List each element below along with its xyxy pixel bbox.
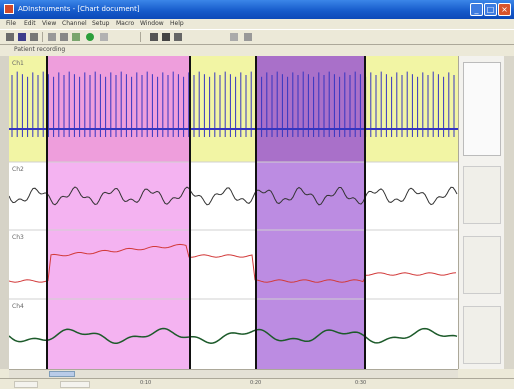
toolbar-separator bbox=[42, 32, 43, 42]
channel-2-trace bbox=[9, 186, 458, 206]
marker-icon[interactable] bbox=[162, 33, 170, 41]
app-icon bbox=[4, 4, 14, 14]
scrollbar-thumb[interactable] bbox=[49, 371, 75, 377]
menu-macro[interactable]: Macro bbox=[116, 20, 135, 27]
window-title: ADInstruments - [Chart document] bbox=[18, 5, 140, 13]
menu-help[interactable]: Help bbox=[170, 20, 184, 27]
status-bar: 0:10 0:20 0:30 bbox=[0, 378, 514, 389]
selection-marker-start-1[interactable] bbox=[46, 56, 48, 369]
channel-settings-panel bbox=[458, 56, 504, 369]
print-icon[interactable] bbox=[30, 33, 38, 41]
menu-view[interactable]: View bbox=[42, 20, 57, 27]
time-tick: 0:30 bbox=[355, 380, 367, 386]
paste-icon[interactable] bbox=[72, 33, 80, 41]
channel-3-label: Ch3 bbox=[12, 234, 24, 241]
menu-window[interactable]: Window bbox=[140, 20, 164, 27]
menu-file[interactable]: File bbox=[6, 20, 17, 27]
horizontal-scrollbar[interactable] bbox=[9, 369, 458, 378]
minimize-icon[interactable]: _ bbox=[470, 3, 483, 16]
recording-traces bbox=[9, 56, 458, 369]
zoom-icon[interactable] bbox=[150, 33, 158, 41]
channel-1-scale-box[interactable] bbox=[463, 62, 501, 156]
chart-plot-area[interactable]: Ch1 Ch2 Ch3 Ch4 bbox=[9, 56, 458, 369]
selection-region-1-top bbox=[46, 56, 189, 162]
vertical-scrollbar[interactable] bbox=[504, 56, 514, 369]
channel-4-trace bbox=[9, 327, 458, 345]
channel-1-label: Ch1 bbox=[12, 60, 24, 67]
menu-setup[interactable]: Setup bbox=[92, 20, 110, 27]
start-icon[interactable] bbox=[100, 33, 108, 41]
maximize-icon[interactable]: □ bbox=[484, 3, 497, 16]
channel-4-scale-box[interactable] bbox=[463, 306, 501, 364]
selection-marker-end-2[interactable] bbox=[364, 56, 366, 369]
title-bar: ADInstruments - [Chart document] _ □ × bbox=[0, 0, 514, 19]
channel-2-scale-box[interactable] bbox=[463, 166, 501, 224]
comment-icon[interactable] bbox=[174, 33, 182, 41]
cut-icon[interactable] bbox=[48, 33, 56, 41]
channel-1-trace bbox=[11, 71, 455, 137]
document-label: Patient recording bbox=[14, 46, 66, 53]
toolbar bbox=[0, 29, 514, 45]
status-cell bbox=[60, 381, 90, 388]
time-tick: 0:10 bbox=[140, 380, 152, 386]
status-cell bbox=[14, 381, 38, 388]
record-icon[interactable] bbox=[86, 33, 94, 41]
time-tick: 0:20 bbox=[250, 380, 262, 386]
open-icon[interactable] bbox=[6, 33, 14, 41]
channel-4-label: Ch4 bbox=[12, 303, 24, 310]
toolbar-separator bbox=[140, 32, 141, 42]
settings-icon[interactable] bbox=[230, 33, 238, 41]
close-icon[interactable]: × bbox=[498, 3, 511, 16]
selection-marker-start-2[interactable] bbox=[255, 56, 257, 369]
channel-axis-strip bbox=[0, 56, 9, 369]
channel-3-trace bbox=[9, 243, 457, 283]
settings-icon[interactable] bbox=[244, 33, 252, 41]
document-bar: Patient recording bbox=[0, 45, 514, 56]
selection-marker-end-1[interactable] bbox=[189, 56, 191, 369]
channel-2-label: Ch2 bbox=[12, 166, 24, 173]
selection-region-2-top bbox=[255, 56, 365, 162]
menu-edit[interactable]: Edit bbox=[24, 20, 36, 27]
menu-bar: File Edit View Channel Setup Macro Windo… bbox=[0, 19, 514, 29]
menu-channel[interactable]: Channel bbox=[62, 20, 87, 27]
channel-3-scale-box[interactable] bbox=[463, 236, 501, 294]
copy-icon[interactable] bbox=[60, 33, 68, 41]
save-icon[interactable] bbox=[18, 33, 26, 41]
